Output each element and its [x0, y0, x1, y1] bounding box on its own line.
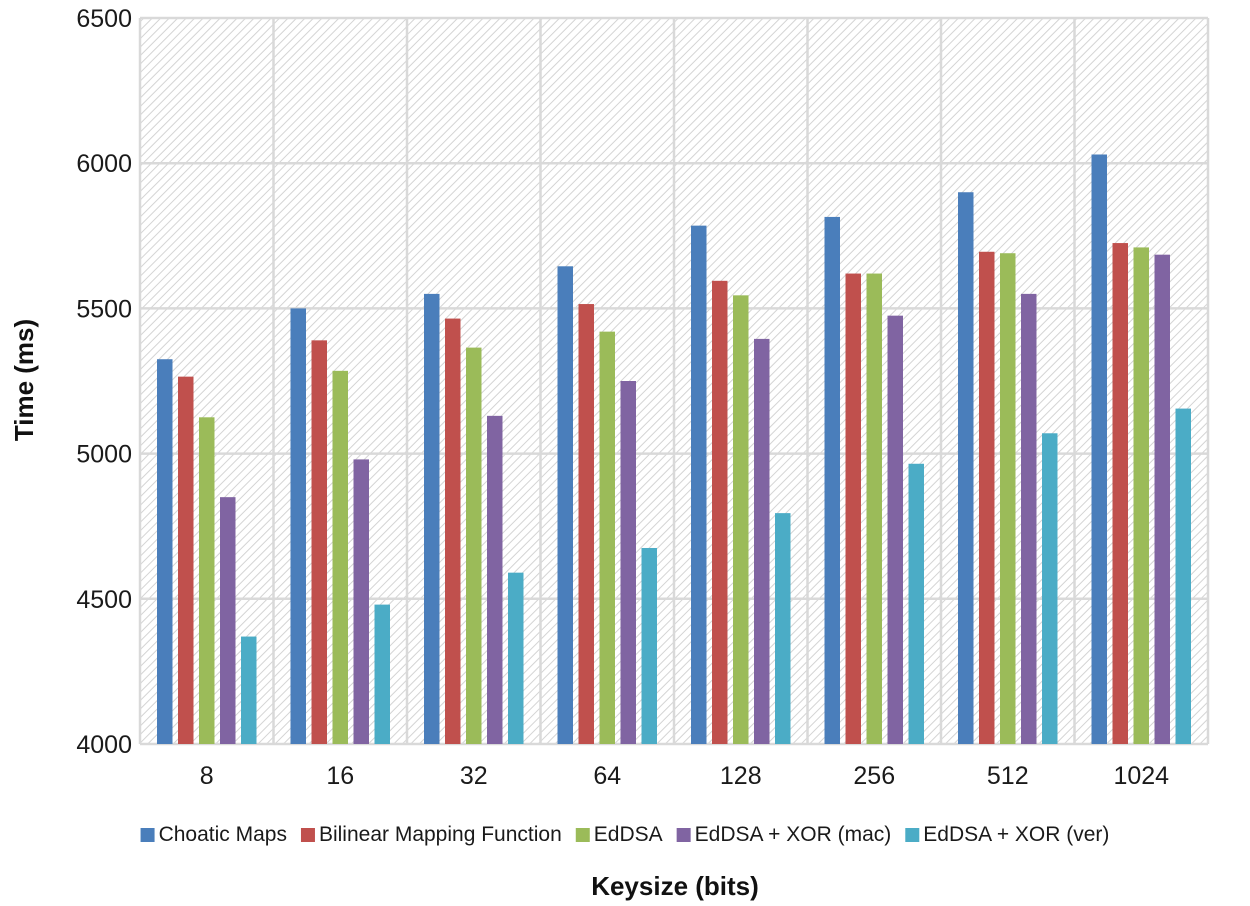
bar-1024-s1 [1091, 154, 1107, 744]
bar-32-s2 [445, 318, 461, 744]
bar-512-s4 [1021, 293, 1037, 744]
bars [157, 154, 1191, 745]
legend-label-s2: Bilinear Mapping Function [319, 823, 562, 846]
bar-256-s2 [845, 273, 861, 744]
y-tick-label: 6500 [76, 5, 132, 33]
bar-256-s1 [824, 216, 840, 744]
x-tick-label: 32 [460, 762, 488, 790]
bar-512-s3 [1000, 253, 1016, 744]
bar-32-s4 [487, 415, 503, 744]
legend-swatch-s5 [905, 828, 920, 842]
bar-8-s4 [220, 497, 236, 744]
legend-swatch-s3 [575, 828, 590, 842]
x-axis-title: Keysize (bits) [591, 871, 759, 901]
x-tick-label: 256 [853, 762, 895, 790]
legend-swatch-s4 [676, 828, 691, 842]
legend-label-s4: EdDSA + XOR (mac) [695, 823, 892, 846]
bar-8-s3 [199, 417, 215, 744]
bar-64-s2 [578, 304, 594, 744]
x-tick-label: 128 [720, 762, 762, 790]
x-tick-label: 64 [593, 762, 621, 790]
bar-512-s1 [958, 192, 974, 745]
legend-swatch-s2 [300, 828, 315, 842]
legend-swatch-s1 [140, 828, 155, 842]
bar-1024-s4 [1154, 254, 1170, 744]
legend-label-s5: EdDSA + XOR (ver) [923, 823, 1109, 846]
x-tick-label: 1024 [1113, 762, 1169, 790]
bar-1024-s3 [1133, 247, 1149, 744]
bar-32-s3 [466, 347, 482, 744]
y-tick-labels: 4000 4500 5000 5500 6000 6500 [76, 5, 132, 759]
bar-16-s1 [290, 308, 306, 744]
bar-32-s1 [424, 293, 440, 744]
y-tick-label: 5500 [76, 295, 132, 323]
bar-256-s5 [908, 463, 924, 744]
x-tick-label: 16 [326, 762, 354, 790]
x-tick-label: 512 [987, 762, 1029, 790]
bar-1024-s2 [1112, 243, 1128, 744]
bar-256-s4 [887, 315, 903, 744]
bar-8-s2 [178, 376, 194, 744]
y-tick-label: 6000 [76, 150, 132, 178]
bar-32-s5 [508, 572, 524, 744]
bar-16-s4 [353, 459, 369, 744]
legend: Choatic Maps Bilinear Mapping Function EdD… [140, 823, 1109, 846]
bar-64-s5 [641, 547, 657, 744]
y-axis-title: Time (ms) [9, 319, 39, 441]
bar-16-s5 [374, 604, 390, 744]
bar-128-s1 [691, 225, 707, 745]
y-tick-label: 5000 [76, 441, 132, 469]
bar-64-s4 [620, 381, 636, 744]
bar-16-s2 [311, 340, 327, 744]
bar-128-s4 [754, 338, 770, 744]
bar-8-s1 [157, 359, 173, 744]
legend-label-s1: Choatic Maps [159, 823, 287, 846]
y-tick-label: 4500 [76, 586, 132, 614]
legend-label-s3: EdDSA [594, 823, 663, 846]
bar-128-s2 [712, 280, 728, 744]
bar-8-s5 [241, 636, 257, 744]
bar-128-s5 [775, 513, 791, 744]
bar-512-s2 [979, 251, 995, 744]
bar-16-s3 [332, 370, 348, 744]
y-tick-label: 4000 [76, 731, 132, 759]
bar-64-s1 [557, 266, 573, 744]
x-tick-labels: 8 16 32 64 128 256 512 1024 [200, 762, 1169, 790]
bar-512-s5 [1042, 433, 1058, 744]
bar-1024-s5 [1175, 408, 1191, 744]
bar-64-s3 [599, 331, 615, 744]
bar-128-s3 [733, 295, 749, 744]
x-tick-label: 8 [200, 762, 214, 790]
bar-256-s3 [866, 273, 882, 744]
